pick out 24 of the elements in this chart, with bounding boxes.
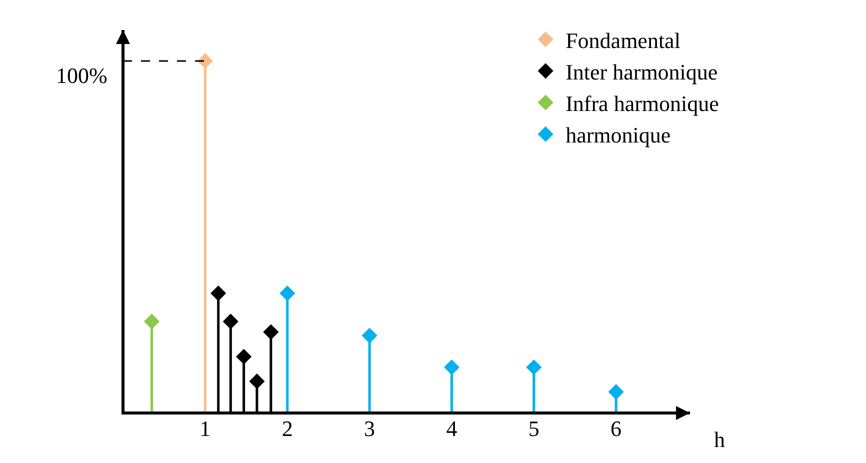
point: [526, 359, 542, 376]
x-tick-label: 4: [446, 416, 458, 441]
point: [444, 359, 460, 376]
point: [197, 53, 213, 69]
x-tick-label: 1: [200, 416, 211, 441]
legend-label: Infra harmonique: [566, 91, 719, 116]
x-tick-label: 5: [528, 416, 540, 441]
point: [222, 314, 238, 330]
ref-line-label: 100%: [56, 63, 108, 88]
point: [210, 286, 226, 302]
legend-label: Inter harmonique: [566, 59, 718, 84]
point: [249, 374, 265, 390]
point: [263, 324, 279, 340]
x-tick-label: 6: [610, 416, 622, 441]
point: [280, 286, 296, 302]
point: [608, 384, 624, 400]
point: [362, 328, 378, 344]
point: [144, 314, 160, 330]
x-axis-title: h: [714, 427, 725, 452]
x-tick-label: 2: [282, 416, 293, 441]
x-tick-label: 3: [364, 416, 376, 441]
legend-label: harmonique: [566, 122, 671, 148]
legend-label: Fondamental: [566, 28, 680, 53]
point: [236, 348, 252, 364]
